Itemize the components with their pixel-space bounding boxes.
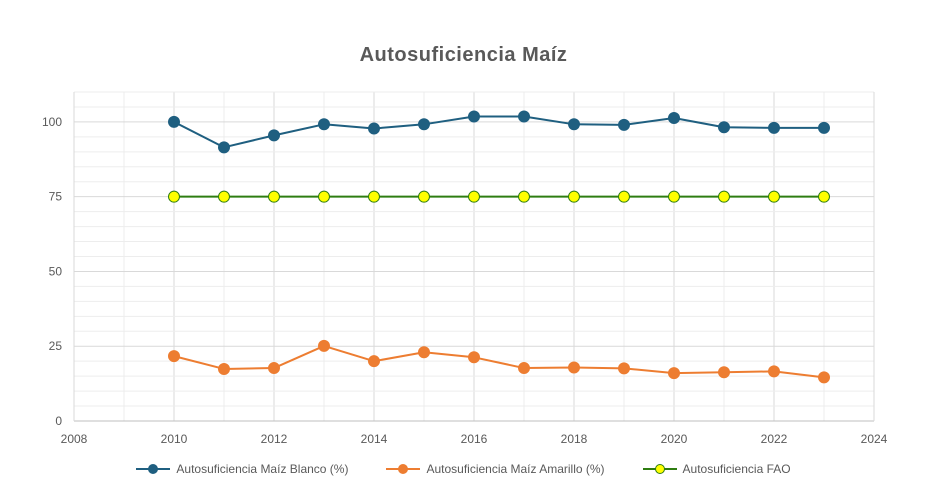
legend-label: Autosuficiencia FAO	[682, 462, 791, 476]
data-point	[818, 190, 830, 203]
x-tick-label: 2014	[361, 432, 388, 446]
data-point	[418, 190, 430, 203]
data-point	[318, 118, 330, 131]
data-point	[468, 351, 480, 364]
data-point	[418, 346, 430, 359]
chart-title: Autosuficiencia Maíz	[359, 44, 568, 66]
x-tick-label: 2008	[61, 432, 88, 446]
chart-legend: Autosuficiencia Maíz Blanco (%) Autosufic…	[0, 462, 927, 476]
data-point	[168, 115, 180, 128]
data-point	[668, 190, 680, 203]
line-chart: 0 25 50 75 100 2008 2010 2012 2014 2016 2018 2020 20…	[42, 91, 888, 446]
data-point	[518, 110, 530, 123]
legend-item: Autosuficiencia Maíz Amarillo (%)	[386, 462, 605, 476]
legend-item: Autosuficiencia FAO	[642, 462, 791, 476]
data-point	[568, 361, 580, 374]
data-point	[718, 121, 730, 134]
data-point	[718, 366, 730, 379]
data-point	[218, 362, 230, 375]
data-point	[768, 190, 780, 203]
data-point	[668, 367, 680, 380]
data-point	[518, 190, 530, 203]
data-point	[468, 190, 480, 203]
y-tick-label: 25	[49, 339, 63, 353]
data-point	[618, 362, 630, 375]
data-point	[268, 129, 280, 142]
x-tick-label: 2010	[161, 432, 188, 446]
data-point	[418, 118, 430, 131]
data-point	[518, 362, 530, 375]
data-point	[568, 118, 580, 131]
data-point	[168, 190, 180, 203]
data-point	[768, 365, 780, 378]
data-point	[268, 190, 280, 203]
data-point	[768, 121, 780, 134]
data-point	[618, 190, 630, 203]
legend-label: Autosuficiencia Maíz Amarillo (%)	[426, 462, 605, 476]
data-point	[318, 190, 330, 203]
data-point	[368, 355, 380, 368]
data-point	[668, 112, 680, 125]
data-point	[318, 339, 330, 352]
legend-item: Autosuficiencia Maíz Blanco (%)	[136, 462, 348, 476]
data-point	[368, 190, 380, 203]
data-point	[168, 350, 180, 363]
legend-swatch	[642, 464, 677, 474]
y-tick-label: 100	[42, 115, 62, 129]
data-point	[818, 121, 830, 134]
data-point	[218, 141, 230, 154]
data-point	[268, 362, 280, 375]
legend-label: Autosuficiencia Maíz Blanco (%)	[176, 462, 349, 476]
x-tick-label: 2020	[661, 432, 688, 446]
x-tick-label: 2016	[461, 432, 488, 446]
data-point	[568, 190, 580, 203]
legend-swatch	[386, 464, 421, 474]
data-point	[718, 190, 730, 203]
x-tick-label: 2024	[861, 432, 888, 446]
data-point	[818, 371, 830, 384]
x-tick-label: 2012	[261, 432, 288, 446]
data-point	[218, 190, 230, 203]
y-tick-label: 75	[49, 190, 63, 204]
data-point	[468, 110, 480, 123]
data-point	[368, 122, 380, 135]
data-point	[618, 118, 630, 131]
x-tick-label: 2018	[561, 432, 588, 446]
y-tick-label: 50	[49, 264, 63, 278]
series-line-1	[173, 115, 824, 149]
x-tick-label: 2022	[761, 432, 788, 446]
y-tick-label: 0	[55, 414, 62, 428]
series-line-2	[173, 344, 825, 379]
legend-swatch	[136, 464, 171, 474]
